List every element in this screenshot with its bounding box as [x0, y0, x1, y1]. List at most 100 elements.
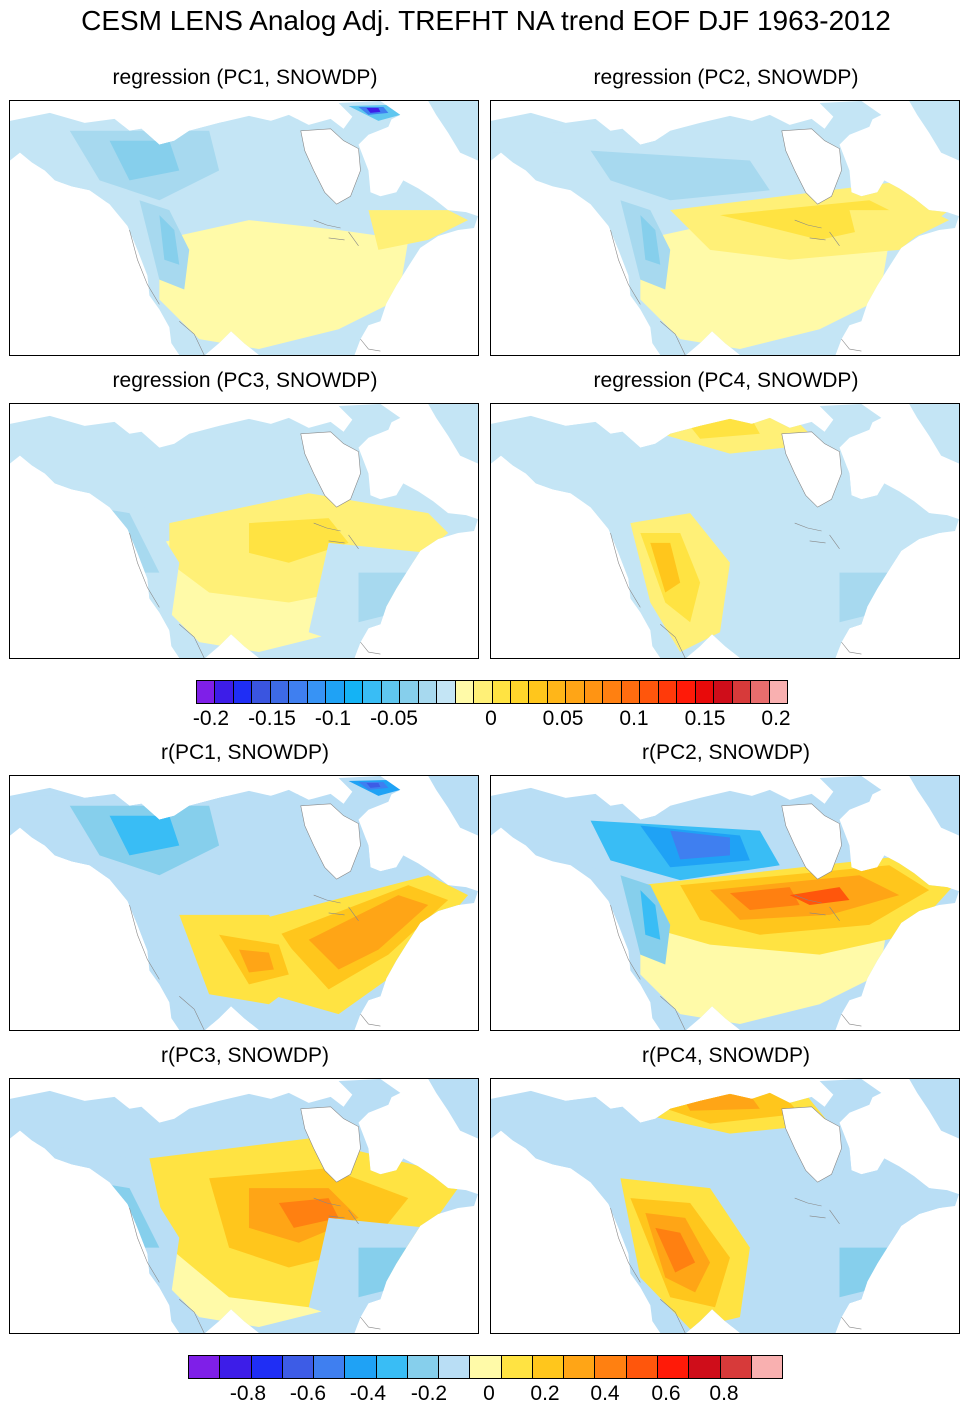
coastline [360, 641, 381, 655]
correlation-tick-label: -0.6 [289, 1382, 327, 1405]
regression-swatch-15 [474, 681, 493, 703]
coastline [313, 1197, 359, 1225]
regression-swatch-7 [326, 681, 345, 703]
regression-swatch-1 [215, 681, 234, 703]
shading-region [839, 1247, 890, 1298]
panel-title-1: regression (PC1, SNOWDP) [112, 66, 378, 89]
coastline [841, 1013, 862, 1027]
correlation-swatch-6 [376, 1356, 408, 1378]
regression-swatch-24 [640, 681, 659, 703]
map-panel-5 [9, 775, 479, 1031]
regression-swatch-13 [437, 681, 456, 703]
regression-swatch-23 [621, 681, 641, 703]
shading-region [248, 518, 349, 563]
regression-swatch-19 [547, 681, 567, 703]
shading-region [640, 215, 661, 265]
hudson-bay [781, 1106, 842, 1183]
hudson-bay [300, 431, 361, 508]
land-fill [10, 106, 478, 355]
map-svg [10, 1079, 478, 1333]
regression-swatch-17 [510, 681, 530, 703]
regression-swatch-27 [695, 681, 715, 703]
regression-swatch-4 [270, 681, 290, 703]
regression-swatch-0 [197, 681, 216, 703]
shading-region [358, 1247, 409, 1298]
regression-tick-label: -0.1 [314, 707, 352, 730]
regression-tick-label: 0.1 [619, 707, 649, 730]
regression-colorbar [196, 680, 788, 704]
panel-title-2: regression (PC2, SNOWDP) [593, 66, 859, 89]
regression-swatch-8 [344, 681, 364, 703]
main-title: CESM LENS Analog Adj. TREFHT NA trend EO… [81, 5, 891, 36]
correlation-swatch-1 [220, 1356, 252, 1378]
regression-tick-label: -0.05 [370, 707, 418, 730]
coastline [610, 532, 641, 608]
map-panel-4 [490, 403, 960, 659]
shading-region [729, 887, 800, 910]
correlation-swatch-15 [657, 1356, 690, 1378]
correlation-colorbar-ticks: -0.8 -0.6 -0.4 -0.2 0 0.2 0.4 0.6 0.8 [0, 1382, 972, 1408]
regression-swatch-28 [714, 681, 733, 703]
regression-swatch-29 [732, 681, 752, 703]
shading-region [308, 895, 429, 970]
shading-region [650, 542, 681, 593]
hudson-bay [300, 1106, 361, 1183]
correlation-swatch-13 [595, 1356, 627, 1378]
shading-region [670, 830, 730, 860]
coastline [841, 1316, 862, 1330]
land-fill [10, 409, 478, 658]
correlation-swatch-10 [501, 1356, 533, 1378]
hudson-bay [781, 431, 842, 508]
coastline [360, 338, 381, 352]
correlation-swatch-11 [532, 1356, 565, 1378]
regression-swatch-25 [658, 681, 678, 703]
land-fill [491, 106, 959, 355]
correlation-swatch-17 [720, 1356, 752, 1378]
correlation-tick-label: -0.4 [349, 1382, 387, 1405]
correlation-swatch-4 [314, 1356, 346, 1378]
coastline [360, 1316, 381, 1330]
regression-swatch-6 [307, 681, 327, 703]
panel-title-7: r(PC3, SNOWDP) [161, 1044, 329, 1067]
coastline [179, 1299, 205, 1333]
coastline [610, 904, 641, 980]
shading-region [640, 890, 661, 940]
regression-swatch-9 [363, 681, 382, 703]
map-panel-1 [9, 100, 479, 356]
land-fill [491, 781, 959, 1030]
regression-swatch-14 [455, 681, 475, 703]
shading-region [839, 572, 890, 623]
coastline [794, 522, 840, 550]
coastline [129, 904, 160, 980]
regression-swatch-20 [566, 681, 585, 703]
shading-region [278, 1198, 339, 1228]
land-fill [10, 781, 478, 1030]
land-fill [491, 409, 959, 658]
correlation-tick-label: -0.8 [229, 1382, 267, 1405]
correlation-swatch-14 [626, 1356, 658, 1378]
regression-swatch-30 [751, 681, 770, 703]
map-panel-7 [9, 1078, 479, 1334]
hudson-bay [300, 128, 361, 205]
regression-swatch-18 [529, 681, 548, 703]
coastline [313, 522, 359, 550]
correlation-tick-label: -0.2 [410, 1382, 448, 1405]
correlation-tick-label: 0.2 [530, 1382, 560, 1405]
shading-region [239, 949, 274, 973]
coastline [610, 229, 641, 305]
shading-region [680, 1092, 760, 1111]
correlation-swatch-3 [282, 1356, 315, 1378]
correlation-swatch-5 [345, 1356, 377, 1378]
coastline [660, 624, 686, 658]
map-svg [491, 404, 959, 658]
regression-swatch-2 [233, 681, 253, 703]
correlation-tick-label: 0.4 [590, 1382, 620, 1405]
shading-region [655, 1227, 696, 1273]
shading-region [109, 140, 180, 181]
map-panel-8 [490, 1078, 960, 1334]
map-svg [491, 776, 959, 1030]
land-fill [491, 1084, 959, 1333]
regression-swatch-22 [603, 681, 622, 703]
panel-title-4: regression (PC4, SNOWDP) [593, 369, 859, 392]
shading-region [368, 210, 469, 250]
